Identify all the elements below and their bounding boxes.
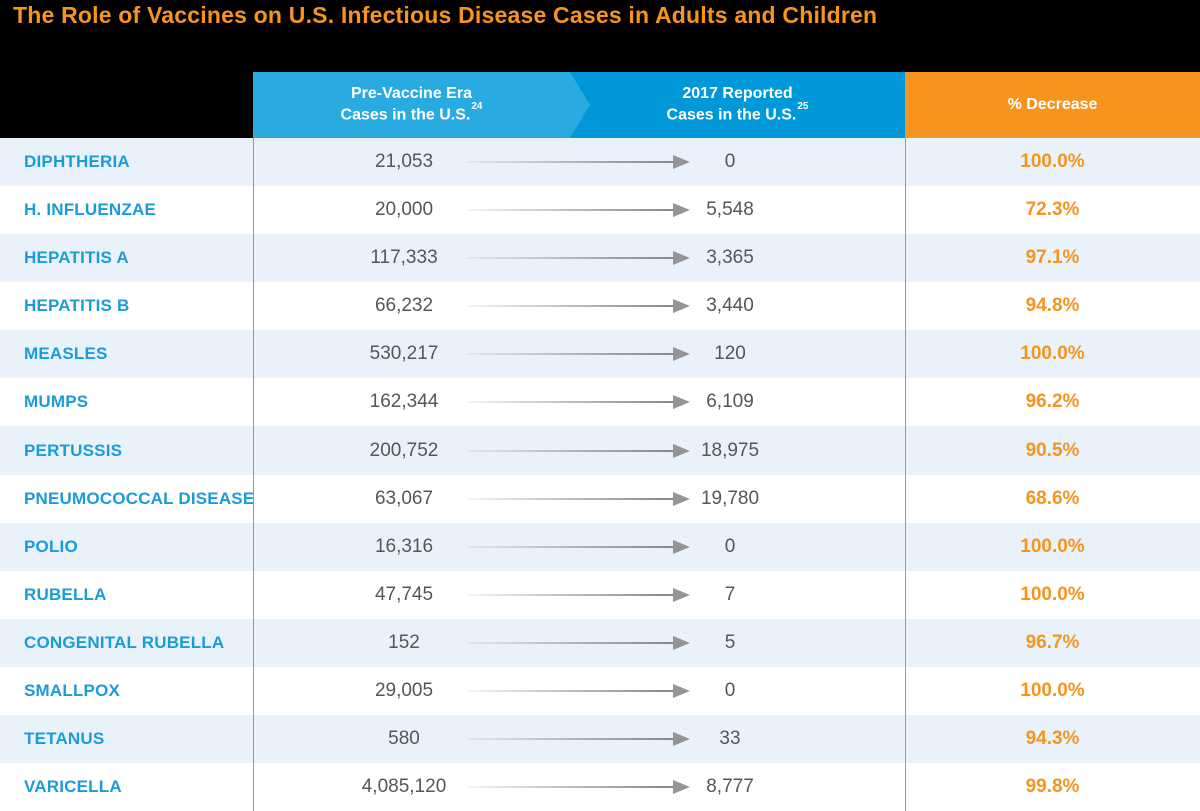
reported-2017-value: 5,548 xyxy=(706,199,754,221)
percent-decrease-value: 68.6% xyxy=(1025,487,1080,509)
disease-name: TETANUS xyxy=(24,728,105,748)
arrow-right-icon xyxy=(467,449,673,452)
arrow-right-icon xyxy=(467,497,673,500)
footnote-25: 25 xyxy=(797,100,809,112)
pre-vaccine-value: 47,745 xyxy=(374,583,434,605)
pre-vaccine-value: 530,217 xyxy=(369,343,439,365)
percent-decrease-value: 100.0% xyxy=(1020,151,1085,173)
reported-2017-value: 3,440 xyxy=(706,295,754,317)
disease-name: POLIO xyxy=(24,536,78,556)
pre-vaccine-value: 162,344 xyxy=(369,391,439,413)
arrow-right-icon xyxy=(467,353,673,356)
reported-2017-value: 0 xyxy=(724,535,736,557)
disease-name: DIPHTHERIA xyxy=(24,152,130,172)
disease-name: MUMPS xyxy=(24,392,89,412)
disease-name: CONGENITAL RUBELLA xyxy=(24,632,225,652)
table-row: PERTUSSIS 200,752 18,975 90.5% xyxy=(0,426,1200,475)
disease-name: RUBELLA xyxy=(24,584,107,604)
reported-2017-value: 7 xyxy=(724,583,736,605)
table-row: HEPATITIS B 66,232 3,440 94.8% xyxy=(0,282,1200,331)
table-row: RUBELLA 47,745 7 100.0% xyxy=(0,570,1200,619)
disease-name: PNEUMOCOCCAL DISEASE xyxy=(24,488,255,508)
percent-decrease-value: 96.7% xyxy=(1025,631,1080,653)
column-header-2017-label: 2017 Reported Cases in the U.S.25 xyxy=(666,84,809,124)
arrow-right-icon xyxy=(467,209,673,212)
table-row: HEPATITIS A 117,333 3,365 97.1% xyxy=(0,234,1200,283)
reported-2017-value: 5 xyxy=(724,631,736,653)
table-row: SMALLPOX 29,005 0 100.0% xyxy=(0,666,1200,715)
percent-decrease-value: 100.0% xyxy=(1020,343,1085,365)
arrow-right-icon xyxy=(467,786,673,789)
percent-decrease-value: 96.2% xyxy=(1025,391,1080,413)
reported-2017-value: 18,975 xyxy=(700,439,760,461)
pre-vaccine-value: 63,067 xyxy=(374,487,434,509)
percent-decrease-value: 72.3% xyxy=(1025,199,1080,221)
column-header-pct-label: % Decrease xyxy=(1007,95,1098,113)
pre-vaccine-value: 66,232 xyxy=(374,295,434,317)
percent-decrease-value: 94.8% xyxy=(1025,295,1080,317)
pre-vaccine-value: 580 xyxy=(388,727,420,749)
pre-vaccine-value: 4,085,120 xyxy=(361,776,447,798)
pre-vaccine-value: 16,316 xyxy=(374,535,434,557)
table-row: MUMPS 162,344 6,109 96.2% xyxy=(0,378,1200,427)
disease-name: HEPATITIS A xyxy=(24,248,129,268)
percent-decrease-value: 99.8% xyxy=(1025,776,1080,798)
disease-name: SMALLPOX xyxy=(24,680,121,700)
reported-2017-value: 0 xyxy=(724,679,736,701)
pre-vaccine-value: 20,000 xyxy=(374,199,434,221)
percent-decrease-value: 94.3% xyxy=(1025,727,1080,749)
reported-2017-value: 8,777 xyxy=(706,776,754,798)
reported-2017-value: 33 xyxy=(719,727,741,749)
arrow-right-icon xyxy=(467,593,673,596)
pre-vaccine-value: 152 xyxy=(388,631,420,653)
table-row: VARICELLA 4,085,120 8,777 99.8% xyxy=(0,763,1200,811)
percent-decrease-value: 90.5% xyxy=(1025,439,1080,461)
table-body: DIPHTHERIA 21,053 0 100.0% H. INFLUENZAE… xyxy=(0,138,1200,811)
disease-name: HEPATITIS B xyxy=(24,296,130,316)
footnote-24: 24 xyxy=(471,100,483,112)
column-header-pct-decrease: % Decrease xyxy=(905,72,1200,138)
header-band: The Role of Vaccines on U.S. Infectious … xyxy=(0,0,1200,138)
table-row: CONGENITAL RUBELLA 152 5 96.7% xyxy=(0,618,1200,667)
page-title: The Role of Vaccines on U.S. Infectious … xyxy=(13,2,878,28)
reported-2017-value: 6,109 xyxy=(706,391,754,413)
reported-2017-value: 19,780 xyxy=(700,487,760,509)
arrow-right-icon xyxy=(467,689,673,692)
disease-name: PERTUSSIS xyxy=(24,440,123,460)
disease-name: MEASLES xyxy=(24,344,108,364)
table-row: PNEUMOCOCCAL DISEASE 63,067 19,780 68.6% xyxy=(0,474,1200,523)
table-row: TETANUS 580 33 94.3% xyxy=(0,714,1200,764)
arrow-right-icon xyxy=(467,305,673,308)
reported-2017-value: 3,365 xyxy=(706,247,754,269)
arrow-right-icon xyxy=(467,161,673,164)
arrow-right-icon xyxy=(467,401,673,404)
column-header-2017-reported: 2017 Reported Cases in the U.S.25 xyxy=(570,72,905,138)
arrow-right-icon xyxy=(467,641,673,644)
chevron-right-icon xyxy=(570,72,590,138)
pre-vaccine-value: 21,053 xyxy=(374,151,434,173)
percent-decrease-value: 100.0% xyxy=(1020,679,1085,701)
column-header-pre-vaccine-label: Pre-Vaccine Era Cases in the U.S.24 xyxy=(340,84,483,124)
pre-vaccine-value: 29,005 xyxy=(374,679,434,701)
pre-vaccine-value: 117,333 xyxy=(370,247,438,269)
disease-name: VARICELLA xyxy=(24,777,122,797)
table-row: H. INFLUENZAE 20,000 5,548 72.3% xyxy=(0,186,1200,235)
table-row: POLIO 16,316 0 100.0% xyxy=(0,522,1200,571)
percent-decrease-value: 100.0% xyxy=(1020,583,1085,605)
table-row: DIPHTHERIA 21,053 0 100.0% xyxy=(0,138,1200,187)
arrow-right-icon xyxy=(467,737,673,740)
pre-vaccine-value: 200,752 xyxy=(369,439,439,461)
percent-decrease-value: 100.0% xyxy=(1020,535,1085,557)
column-header-pre-vaccine: Pre-Vaccine Era Cases in the U.S.24 xyxy=(253,72,570,138)
percent-decrease-value: 97.1% xyxy=(1025,247,1080,269)
disease-name: H. INFLUENZAE xyxy=(24,200,156,220)
arrow-right-icon xyxy=(467,545,673,548)
arrow-right-icon xyxy=(467,257,673,260)
reported-2017-value: 0 xyxy=(724,151,736,173)
reported-2017-value: 120 xyxy=(714,343,746,365)
table-row: MEASLES 530,217 120 100.0% xyxy=(0,330,1200,379)
